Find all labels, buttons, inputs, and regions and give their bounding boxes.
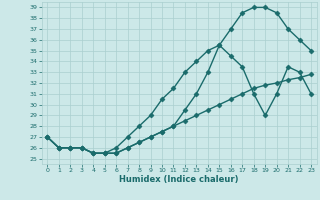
X-axis label: Humidex (Indice chaleur): Humidex (Indice chaleur) (119, 175, 239, 184)
